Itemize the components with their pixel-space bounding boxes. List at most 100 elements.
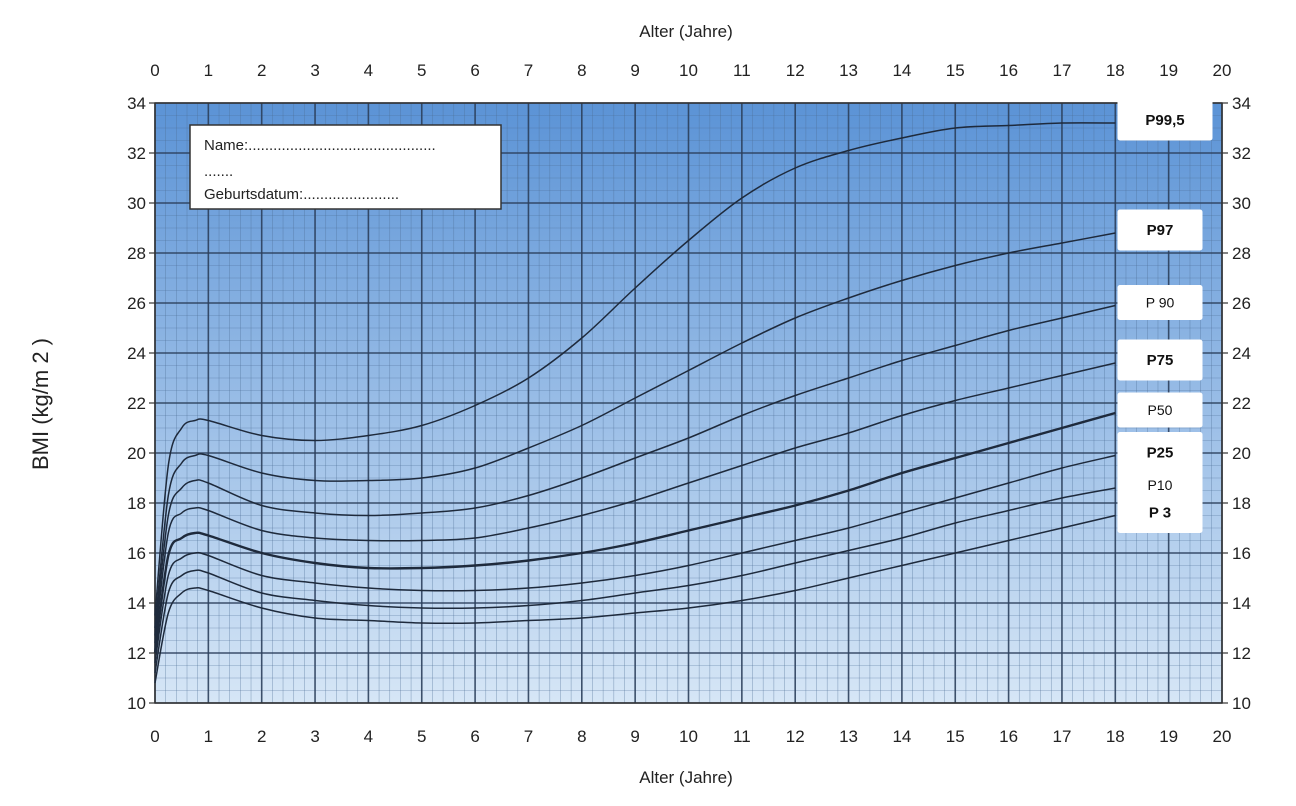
percentile-label-box xyxy=(1117,339,1203,381)
y-tick-label-right: 14 xyxy=(1232,594,1251,613)
y-ticks-left: 10 12 14 16 18 20 22 24 26 28 30 32 34 xyxy=(127,94,155,713)
y-tick-label-right: 28 xyxy=(1232,244,1251,263)
y-tick-label-right: 10 xyxy=(1232,694,1251,713)
birthdate-field-label: Geburtsdatum:....................... xyxy=(204,186,399,203)
percentile-label-p75: P75 xyxy=(1147,352,1174,369)
x-tick-label-top: 0 xyxy=(150,61,159,80)
percentile-label-p97: P97 xyxy=(1147,222,1174,239)
x-tick-label-bottom: 10 xyxy=(679,727,698,746)
percentile-label-p99-5: P99,5 xyxy=(1145,112,1184,129)
y-tick-label-left: 14 xyxy=(127,594,146,613)
x-tick-label-bottom: 12 xyxy=(786,727,805,746)
x-tick-label-bottom: 8 xyxy=(577,727,586,746)
y-tick-label-left: 28 xyxy=(127,244,146,263)
x-tick-label-top: 16 xyxy=(999,61,1018,80)
x-tick-label-top: 4 xyxy=(364,61,373,80)
x-tick-label-top: 8 xyxy=(577,61,586,80)
series-line-p25 xyxy=(154,454,1116,664)
x-ticks-bottom: 0 1 2 3 4 5 6 7 8 9 10 11 12 13 14 15 16 17 18 19 20 xyxy=(150,727,1231,746)
x-tick-label-top: 5 xyxy=(417,61,426,80)
x-tick-label-bottom: 1 xyxy=(204,727,213,746)
series-lines xyxy=(153,122,1116,684)
x-tick-label-bottom: 16 xyxy=(999,727,1018,746)
x-tick-label-top: 15 xyxy=(946,61,965,80)
x-tick-label-top: 2 xyxy=(257,61,266,80)
percentile-label-box xyxy=(1117,392,1203,428)
x-tick-label-top: 13 xyxy=(839,61,858,80)
y-tick-label-right: 22 xyxy=(1232,394,1251,413)
y-tick-label-left: 12 xyxy=(127,644,146,663)
series-line-p50 xyxy=(153,411,1116,654)
y-tick-label-right: 18 xyxy=(1232,494,1251,513)
series-line-p-90 xyxy=(154,304,1116,636)
percentile-label-box xyxy=(1117,209,1203,251)
x-tick-label-bottom: 5 xyxy=(417,727,426,746)
x-axis-title-top: Alter (Jahre) xyxy=(639,22,733,41)
y-tick-label-right: 16 xyxy=(1232,544,1251,563)
percentile-label-p-3: P 3 xyxy=(1149,505,1171,522)
x-tick-label-bottom: 11 xyxy=(733,727,751,746)
percentile-label-box xyxy=(1117,285,1203,320)
x-tick-label-bottom: 2 xyxy=(257,727,266,746)
x-tick-label-top: 11 xyxy=(733,61,751,80)
x-ticks-top: 0 1 2 3 4 5 6 7 8 9 10 11 12 13 14 15 16 17 18 19 20 xyxy=(150,61,1231,80)
percentile-label-box xyxy=(1117,492,1203,533)
y-tick-label-left: 30 xyxy=(127,194,146,213)
x-tick-label-top: 6 xyxy=(470,61,479,80)
series-line-p10 xyxy=(154,487,1116,674)
x-tick-label-bottom: 9 xyxy=(630,727,639,746)
x-tick-label-top: 10 xyxy=(679,61,698,80)
x-tick-label-bottom: 19 xyxy=(1159,727,1178,746)
x-tick-label-bottom: 6 xyxy=(470,727,479,746)
x-tick-label-top: 12 xyxy=(786,61,805,80)
series-line-p75 xyxy=(154,362,1116,644)
y-tick-label-right: 34 xyxy=(1232,94,1251,113)
x-tick-label-bottom: 0 xyxy=(150,727,159,746)
percentile-label-p-90: P 90 xyxy=(1146,295,1175,311)
x-axis-title-bottom: Alter (Jahre) xyxy=(639,768,733,787)
y-tick-label-left: 32 xyxy=(127,144,146,163)
x-tick-label-bottom: 20 xyxy=(1213,727,1232,746)
y-tick-label-left: 16 xyxy=(127,544,146,563)
y-tick-label-right: 32 xyxy=(1232,144,1251,163)
x-tick-label-bottom: 7 xyxy=(524,727,533,746)
percentile-label-p25: P25 xyxy=(1147,445,1174,462)
series-line-p-3 xyxy=(154,514,1116,684)
percentile-labels: P99,5 P97 P 90 P75 P50 P25 P10 P 3 xyxy=(1117,99,1213,533)
y-tick-label-left: 34 xyxy=(127,94,146,113)
x-tick-label-bottom: 15 xyxy=(946,727,965,746)
x-tick-label-top: 20 xyxy=(1213,61,1232,80)
x-tick-label-top: 9 xyxy=(630,61,639,80)
y-tick-label-right: 30 xyxy=(1232,194,1251,213)
x-tick-label-top: 7 xyxy=(524,61,533,80)
y-tick-label-left: 22 xyxy=(127,394,146,413)
y-axis-title: BMI (kg/m 2 ) xyxy=(28,338,53,470)
series-line-p99-5 xyxy=(154,122,1116,616)
y-tick-label-right: 12 xyxy=(1232,644,1251,663)
x-tick-label-top: 18 xyxy=(1106,61,1125,80)
percentile-label-box xyxy=(1117,99,1213,141)
x-tick-label-top: 19 xyxy=(1159,61,1178,80)
series-line-p97 xyxy=(154,232,1116,629)
name-box: Name:...................................… xyxy=(189,124,502,210)
x-tick-label-bottom: 4 xyxy=(364,727,373,746)
percentile-label-p10: P10 xyxy=(1148,477,1173,493)
x-tick-label-top: 3 xyxy=(310,61,319,80)
y-tick-label-left: 26 xyxy=(127,294,146,313)
y-ticks-right: 10 12 14 16 18 20 22 24 26 28 30 32 34 xyxy=(1222,94,1251,713)
x-tick-label-bottom: 3 xyxy=(310,727,319,746)
y-tick-label-right: 20 xyxy=(1232,444,1251,463)
x-tick-label-top: 1 xyxy=(204,61,213,80)
x-tick-label-top: 17 xyxy=(1052,61,1071,80)
y-tick-label-left: 24 xyxy=(127,344,146,363)
y-tick-label-left: 20 xyxy=(127,444,146,463)
x-tick-label-bottom: 14 xyxy=(892,727,911,746)
x-tick-label-top: 14 xyxy=(892,61,911,80)
x-tick-label-bottom: 13 xyxy=(839,727,858,746)
name-field-label: Name:...................................… xyxy=(204,137,436,154)
y-tick-label-left: 18 xyxy=(127,494,146,513)
y-tick-label-left: 10 xyxy=(127,694,146,713)
y-tick-label-right: 26 xyxy=(1232,294,1251,313)
y-tick-label-right: 24 xyxy=(1232,344,1251,363)
